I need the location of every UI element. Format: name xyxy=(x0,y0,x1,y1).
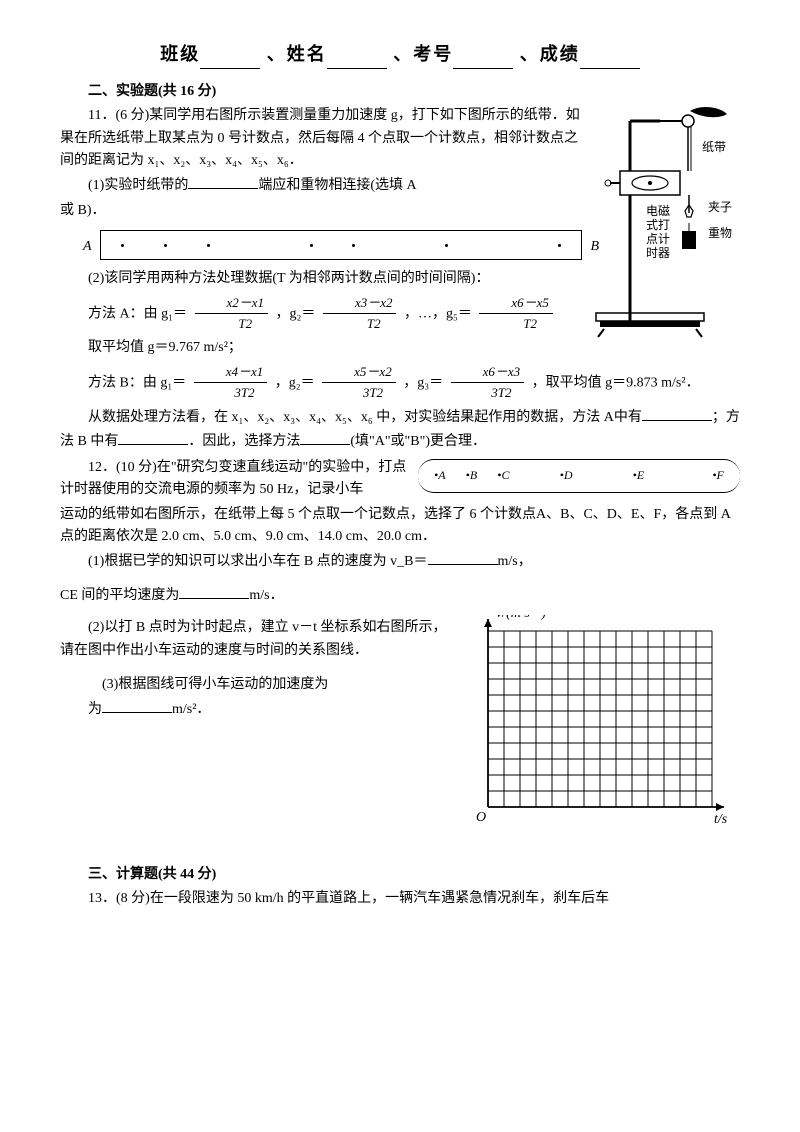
method-b-label: 方法 B：由 g₁＝ xyxy=(88,375,186,390)
blank-accel[interactable] xyxy=(102,698,172,713)
class-blank[interactable] xyxy=(200,68,260,69)
clip-label: 夹子 xyxy=(708,200,732,214)
frac-a3: x6－x5T2 xyxy=(479,293,553,336)
q11-p1-b: 端应和重物相连接(选填 A xyxy=(258,178,416,193)
timer-label-1: 电磁 xyxy=(646,203,670,218)
svg-text:v/(m·s⁻¹): v/(m·s⁻¹) xyxy=(496,615,546,621)
frac-a1: x2－x1T2 xyxy=(195,293,269,336)
blank-method-b[interactable] xyxy=(118,430,188,445)
svg-text:时器: 时器 xyxy=(646,246,670,260)
tape-point: •A xyxy=(434,466,446,485)
name-blank[interactable] xyxy=(327,68,387,69)
svg-text:t/s: t/s xyxy=(714,812,728,827)
section-3-title: 三、计算题(共 44 分) xyxy=(60,864,740,886)
blank-ce[interactable] xyxy=(179,584,249,599)
q12-p1: (1)根据已学的知识可以求出小车在 B 点的速度为 v_B＝m/s， xyxy=(60,550,740,573)
tape-label-b: B xyxy=(590,236,599,258)
frac-b2: x5－x23T2 xyxy=(322,362,396,405)
q12-stem-b: 运动的纸带如右图所示，在纸带上每 5 个点取一个记数点，选择了 6 个计数点A、… xyxy=(60,504,740,549)
score-blank[interactable] xyxy=(580,68,640,69)
blank-method-a[interactable] xyxy=(642,406,712,421)
apparatus-svg: 纸带 夹子 重物 电磁 式打 点计 时器 xyxy=(590,103,740,343)
header-line: 班级 、姓名 、考号 、成绩 xyxy=(60,40,740,69)
tape-point: •D xyxy=(560,466,573,485)
tape-label-a: A xyxy=(83,236,92,258)
id-blank[interactable] xyxy=(453,68,513,69)
svg-text:点计: 点计 xyxy=(646,232,670,246)
q11-blank-end[interactable] xyxy=(188,174,258,189)
q13-stem: 13．(8 分)在一段限速为 50 km/h 的平直道路上，一辆汽车遇紧急情况刹… xyxy=(60,888,740,910)
tape-point: •C xyxy=(497,466,509,485)
method-b: 方法 B：由 g₁＝ x4－x13T2 ，g₂＝ x5－x23T2 ，g₃＝ x… xyxy=(60,362,740,405)
weight-label: 重物 xyxy=(708,226,732,240)
method-a-label: 方法 A：由 g₁＝ xyxy=(88,306,187,321)
tape-point: •E xyxy=(633,466,645,485)
grid-svg: v/(m·s⁻¹) t/s O xyxy=(460,615,740,835)
tape-dot xyxy=(207,244,210,247)
page: 班级 、姓名 、考号 、成绩 二、实验题(共 16 分) 纸带 xyxy=(0,0,800,932)
svg-text:式打: 式打 xyxy=(646,218,670,232)
tape-point: •F xyxy=(712,466,724,485)
tape-dot xyxy=(558,244,561,247)
tape-dot xyxy=(445,244,448,247)
tape-point: •B xyxy=(466,466,478,485)
blank-vb[interactable] xyxy=(428,550,498,565)
id-label: 、考号 xyxy=(393,44,453,64)
score-label: 、成绩 xyxy=(520,44,580,64)
blank-choice[interactable] xyxy=(300,430,350,445)
q12-p1c: CE 间的平均速度为m/s． xyxy=(60,584,740,607)
tape-abcdef: •A •B •C •D •E •F xyxy=(418,459,740,493)
q11-conclusion: 从数据处理方法看，在 x₁、x₂、x₃、x₄、x₅、x₆ 中，对实验结果起作用的… xyxy=(60,406,740,453)
class-label: 班级 xyxy=(160,44,200,64)
tape-dot xyxy=(121,244,124,247)
frac-a2: x3－x2T2 xyxy=(323,293,397,336)
vt-grid-chart: v/(m·s⁻¹) t/s O xyxy=(460,615,740,843)
frac-b1: x4－x13T2 xyxy=(194,362,268,405)
tape-ab: A B xyxy=(100,230,582,260)
tape-dot xyxy=(310,244,313,247)
frac-b3: x6－x33T2 xyxy=(451,362,525,405)
section-2-title: 二、实验题(共 16 分) xyxy=(60,81,740,103)
svg-text:O: O xyxy=(476,810,486,825)
apparatus-figure: 纸带 夹子 重物 电磁 式打 点计 时器 xyxy=(590,103,740,343)
tape-label: 纸带 xyxy=(702,140,726,154)
name-label: 、姓名 xyxy=(267,44,327,64)
q11-p1-a: (1)实验时纸带的 xyxy=(88,178,188,193)
tape-dot xyxy=(352,244,355,247)
tape-dot xyxy=(164,244,167,247)
